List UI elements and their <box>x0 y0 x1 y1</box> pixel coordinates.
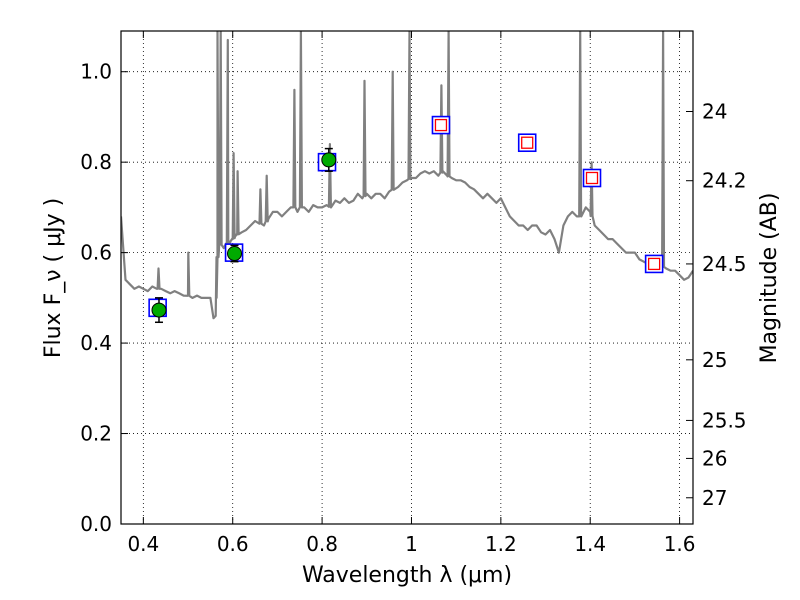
y-tick-label: 0.0 <box>80 512 112 536</box>
right-tick-label: 24.2 <box>702 169 747 193</box>
right-tick-label: 26 <box>702 446 727 470</box>
plot-data <box>121 31 693 324</box>
y-tick-label: 0.6 <box>80 241 112 265</box>
x-tick-label: 1.4 <box>574 532 606 556</box>
right-tick-label: 25.5 <box>702 408 747 432</box>
grid-lines <box>121 31 693 525</box>
model-inner-square-marker <box>521 136 534 149</box>
axis-ticks: 0.4 0.6 0.8 1 1.2 1.4 1.6 0.0 0.2 0.4 0.6 0.8 1.0 24 2… <box>80 31 747 556</box>
right-tick-label: 24 <box>702 100 727 124</box>
y-tick-label: 0.4 <box>80 331 112 355</box>
spectrum-line <box>121 31 693 320</box>
right-tick-label: 24.5 <box>702 252 747 276</box>
model-inner-square-marker <box>585 171 599 185</box>
y-tick-label: 0.2 <box>80 422 112 446</box>
plot-frame <box>120 30 694 525</box>
observed-point <box>151 302 167 318</box>
right-axis-label: Magnitude (AB) <box>757 193 782 364</box>
model-inner-square-marker <box>647 257 661 271</box>
y-tick-label: 0.8 <box>80 150 112 174</box>
observed-point <box>321 152 337 168</box>
x-axis-label: Wavelength λ (μm) <box>302 563 512 588</box>
y-tick-label: 1.0 <box>80 60 112 84</box>
right-tick-label: 25 <box>702 348 727 372</box>
x-tick-label: 1 <box>405 532 418 556</box>
x-tick-label: 0.8 <box>306 532 338 556</box>
observed-point <box>227 246 243 262</box>
x-tick-label: 0.6 <box>217 532 249 556</box>
y-axis-label: Flux F_ν ( μJy ) <box>41 198 66 358</box>
x-tick-label: 0.4 <box>127 532 159 556</box>
right-tick-label: 27 <box>702 486 727 510</box>
x-tick-label: 1.6 <box>664 532 696 556</box>
x-tick-label: 1.2 <box>485 532 517 556</box>
model-inner-square-marker <box>434 118 448 132</box>
